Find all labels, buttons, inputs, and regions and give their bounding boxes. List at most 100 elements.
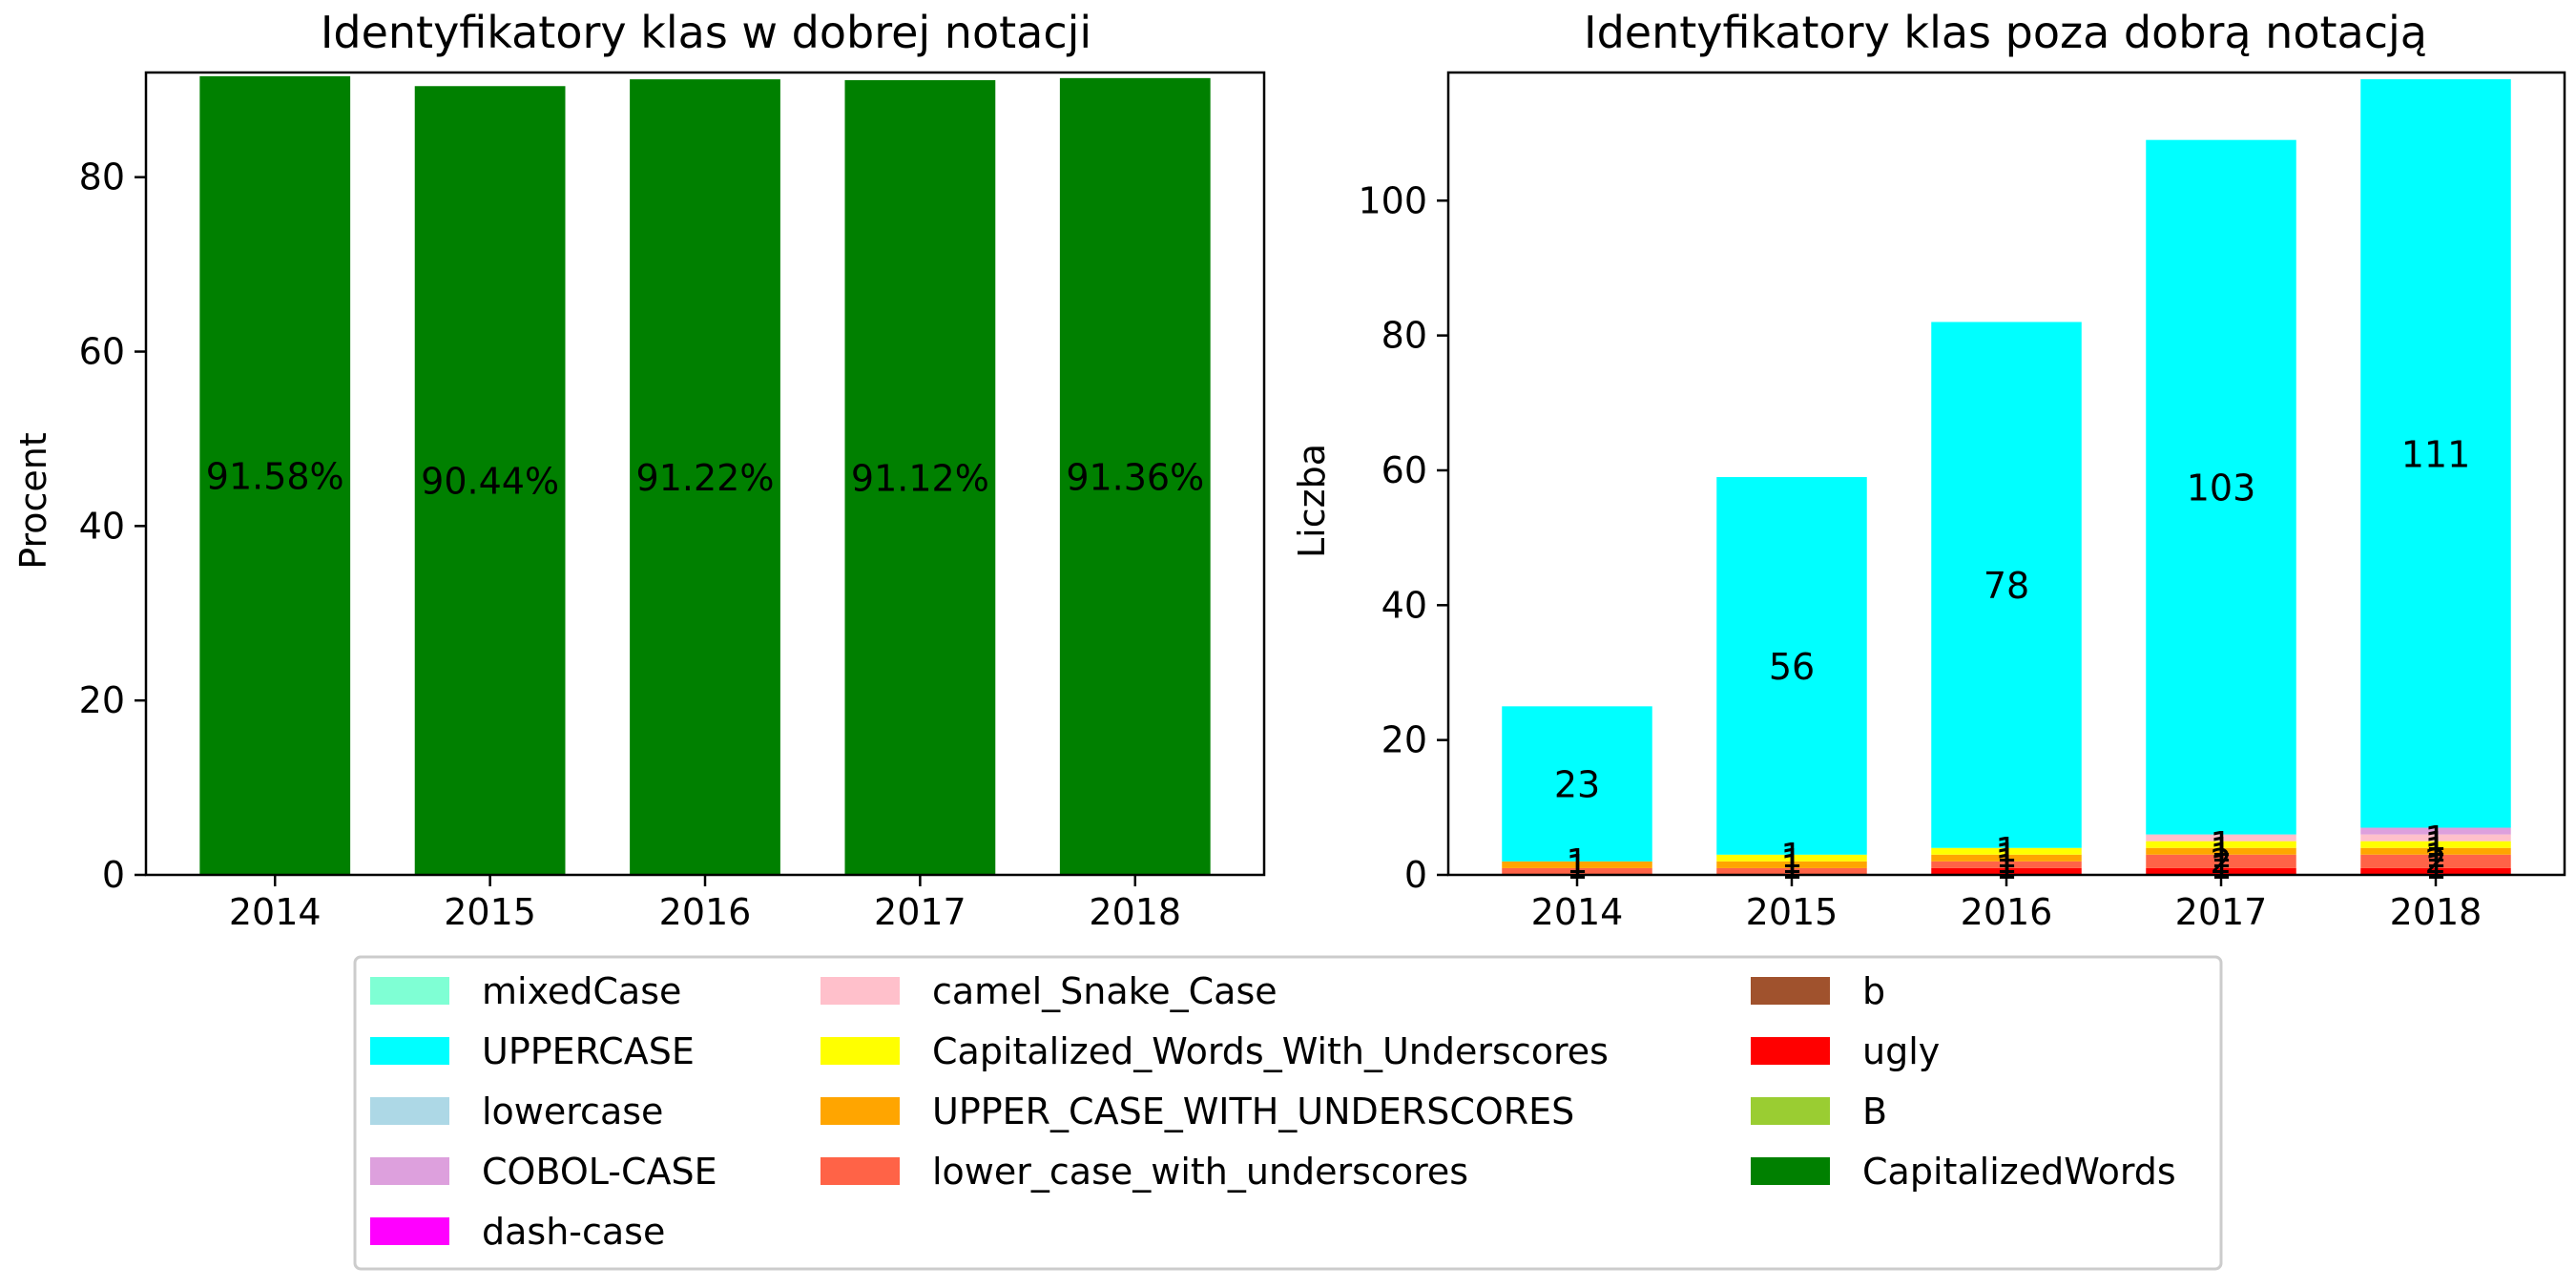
- data-label-small: 1: [1567, 848, 1589, 887]
- data-label-small: 1: [1781, 842, 1803, 882]
- x-tick-label: 2014: [229, 891, 322, 933]
- data-label-small: 1: [1996, 831, 2018, 870]
- bar-Capitalized_Words_With_Underscores-2018: [2360, 841, 2511, 848]
- legend-label: mixedCase: [482, 970, 681, 1012]
- data-labels: 91.58% 90.44% 91.22% 91.12% 91.36%: [206, 455, 1204, 502]
- data-label-small: 1: [2425, 820, 2447, 859]
- bar-camel_Snake_Case-2017: [2146, 834, 2296, 841]
- chart-title: Identyfikatory klas poza dobrą notacją: [1584, 7, 2427, 58]
- data-label-small: 1: [2425, 837, 2447, 876]
- data-label: 90.44%: [421, 461, 559, 503]
- y-tick-label: 60: [1381, 449, 1427, 491]
- bar-UPPER_CASE_WITH_UNDERSCORES-2014: [1502, 861, 1652, 868]
- x-tick-label: 2015: [1746, 891, 1839, 933]
- bar-lower_case_with_underscores-2017: [2146, 854, 2296, 868]
- data-label-small: 1: [1996, 837, 2018, 876]
- data-label: 23: [1554, 764, 1600, 806]
- bar-UPPERCASE-2014: [1502, 706, 1652, 862]
- legend-label: Capitalized_Words_With_Underscores: [932, 1030, 1609, 1072]
- data-label: 78: [1984, 565, 2029, 607]
- bar-ugly-2017: [2146, 867, 2296, 875]
- data-label-small: 2: [2425, 842, 2447, 882]
- legend-swatch-CapitalizedWords: [1751, 1157, 1830, 1185]
- bar-Capitalized_Words_With_Underscores-2015: [1716, 854, 1867, 862]
- chart-title: Identyfikatory klas w dobrej notacji: [321, 7, 1091, 58]
- bar-UPPERCASE-2016: [1931, 322, 2082, 848]
- legend-label: dash-case: [482, 1211, 665, 1253]
- data-label: 103: [2187, 467, 2256, 509]
- y-tick-label: 0: [102, 854, 125, 896]
- legend-swatch-UPPER_CASE_WITH_UNDERSCORES: [821, 1097, 900, 1125]
- data-label-small: 2: [2211, 842, 2233, 882]
- bar-UPPERCASE-2018: [2360, 79, 2511, 828]
- data-label-small: 1: [1567, 842, 1589, 882]
- bars: [199, 75, 1211, 875]
- y-tick-label: 80: [1381, 315, 1427, 357]
- legend-swatch-B: [1751, 1097, 1830, 1125]
- bar-lower_case_with_underscores-2018: [2360, 854, 2511, 868]
- legend-frame: [353, 955, 2223, 1271]
- stacked-bars: [1502, 79, 2511, 875]
- bar-UPPERCASE-2017: [2146, 139, 2296, 835]
- data-label-small: 1: [1996, 848, 2018, 887]
- legend: mixedCase UPPERCASE lowercase COBOL-CASE das…: [353, 955, 2223, 1271]
- bar-CapitalizedWords-2017: [844, 80, 996, 875]
- legend-label: UPPER_CASE_WITH_UNDERSCORES: [932, 1091, 1574, 1132]
- data-label-small: 1: [2211, 831, 2233, 870]
- data-label: 91.36%: [1066, 456, 1204, 498]
- data-label: 91.22%: [636, 457, 775, 499]
- legend-swatch-COBOL-CASE: [370, 1157, 449, 1185]
- data-label: 56: [1769, 646, 1815, 688]
- data-label: 91.58%: [206, 455, 344, 497]
- bar-CapitalizedWords-2018: [1059, 77, 1211, 875]
- bar-CapitalizedWords-2015: [414, 86, 566, 875]
- legend-label: camel_Snake_Case: [932, 970, 1278, 1012]
- chart-count-other-notation: Identyfikatory klas poza dobrą notacją L…: [1291, 7, 2566, 933]
- legend-label: b: [1862, 970, 1885, 1012]
- legend-label: COBOL-CASE: [482, 1151, 717, 1193]
- x-tick-label: 2016: [659, 891, 752, 933]
- data-label-small: 1: [1781, 837, 1803, 876]
- data-label-small: 1: [1781, 848, 1803, 887]
- y-tick-label: 80: [79, 156, 125, 198]
- bar-lower_case_with_underscores-2014: [1502, 867, 1652, 875]
- y-tick-label: 100: [1358, 179, 1427, 221]
- bar-UPPER_CASE_WITH_UNDERSCORES-2015: [1716, 861, 1867, 868]
- legend-label: UPPERCASE: [482, 1030, 695, 1072]
- bar-CapitalizedWords-2014: [199, 75, 351, 875]
- y-tick-label: 40: [1381, 584, 1427, 626]
- y-tick-label: 40: [79, 505, 125, 547]
- legend-label: lowercase: [482, 1091, 663, 1132]
- x-tick-label: 2018: [2390, 891, 2483, 933]
- data-label-small: 1: [2211, 837, 2233, 876]
- legend-label: ugly: [1862, 1030, 1940, 1072]
- y-axis-label: Liczba: [1291, 444, 1333, 558]
- data-label-small: 1: [2425, 848, 2447, 887]
- bar-UPPER_CASE_WITH_UNDERSCORES-2016: [1931, 854, 2082, 862]
- bar-ugly-2018: [2360, 867, 2511, 875]
- bar-ugly-2016: [1931, 867, 2082, 875]
- data-label-small: 1: [2211, 825, 2233, 864]
- legend-swatch-dash-case: [370, 1217, 449, 1245]
- bar-lower_case_with_underscores-2016: [1931, 861, 2082, 868]
- bar-UPPER_CASE_WITH_UNDERSCORES-2018: [2360, 847, 2511, 855]
- data-label-small: 1: [1996, 842, 2018, 882]
- legend-swatch-UPPERCASE: [370, 1037, 449, 1065]
- legend-swatch-lowercase: [370, 1097, 449, 1125]
- legend-swatch-camel_Snake_Case: [821, 977, 900, 1005]
- legend-swatch-ugly: [1751, 1037, 1830, 1065]
- y-tick-label: 0: [1404, 854, 1427, 896]
- axes: 0 20 40 60 80 100 2014 2015 2016 2017 2018: [1358, 71, 2566, 933]
- x-tick-label: 2014: [1531, 891, 1624, 933]
- x-tick-label: 2017: [874, 891, 966, 933]
- bar-Capitalized_Words_With_Underscores-2016: [1931, 847, 2082, 855]
- bar-UPPERCASE-2015: [1716, 477, 1867, 855]
- legend-label: B: [1862, 1091, 1887, 1132]
- data-label: 91.12%: [851, 458, 989, 500]
- legend-swatch-lower_case_with_underscores: [821, 1157, 900, 1185]
- data-label-small: 1: [2425, 831, 2447, 870]
- legend-swatch-b: [1751, 977, 1830, 1005]
- x-tick-label: 2017: [2175, 891, 2268, 933]
